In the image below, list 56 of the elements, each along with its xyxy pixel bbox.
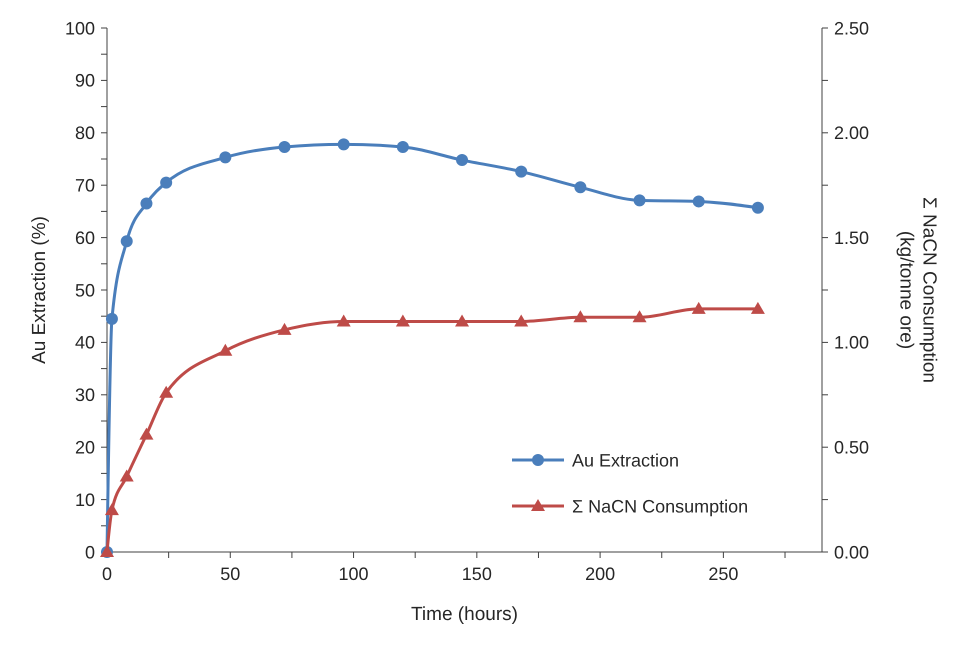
y-axis-title: Au Extraction (%): [29, 216, 50, 364]
y2-tick-label: 2.50: [834, 18, 870, 38]
point: [455, 314, 470, 326]
point: [634, 194, 646, 206]
x-tick-label: 0: [102, 564, 112, 584]
point: [515, 166, 528, 178]
point: [159, 386, 174, 398]
point: [120, 235, 133, 248]
y-tick-label: 0: [84, 542, 95, 562]
point: [456, 154, 468, 166]
y-tick-label: 10: [74, 490, 95, 510]
point: [120, 470, 134, 482]
point: [139, 428, 154, 440]
x-tick-label: 200: [585, 564, 616, 584]
point: [574, 181, 586, 194]
point: [338, 138, 350, 150]
y-tick-label: 70: [74, 176, 95, 196]
y-tick-label: 30: [74, 385, 95, 406]
y2-tick-label: 0.00: [834, 542, 870, 562]
y2-tick-label: 0.50: [834, 438, 870, 458]
point: [219, 151, 232, 164]
point: [514, 314, 528, 326]
point: [160, 176, 172, 189]
point: [140, 198, 152, 210]
legend-label: Σ NaCN Consumption: [572, 496, 748, 516]
x-axis-title: Time (hours): [411, 604, 518, 625]
y-tick-label: 40: [74, 332, 95, 353]
y2-axis-title: Σ NaCN Consumption (kg/tonne ore): [896, 197, 940, 383]
point: [106, 312, 118, 325]
x-tick-label: 250: [708, 564, 738, 584]
y-tick-label: 90: [74, 70, 95, 91]
point: [396, 140, 409, 153]
y-tick-label: 60: [74, 228, 95, 248]
point: [278, 140, 291, 153]
legend-label: Au Extraction: [572, 450, 680, 470]
y-tick-label: 80: [74, 123, 95, 144]
point: [573, 310, 588, 322]
point: [692, 195, 705, 208]
y2-tick-label: 1.00: [834, 332, 870, 353]
y2-tick-label: 1.50: [834, 228, 870, 248]
x-tick-label: 150: [462, 564, 492, 584]
point: [632, 310, 647, 322]
point: [336, 314, 351, 326]
y2-tick-label: 2.00: [834, 123, 870, 144]
y-tick-label: 50: [74, 280, 95, 300]
point: [104, 503, 119, 516]
point: [278, 322, 292, 335]
x-tick-label: 100: [338, 564, 369, 584]
point: [218, 344, 232, 356]
point: [750, 302, 765, 314]
y-tick-label: 100: [64, 18, 95, 38]
y-tick-label: 20: [74, 438, 95, 458]
point: [396, 314, 410, 326]
x-tick-label: 50: [220, 564, 240, 584]
point: [752, 202, 764, 214]
point: [692, 302, 706, 314]
